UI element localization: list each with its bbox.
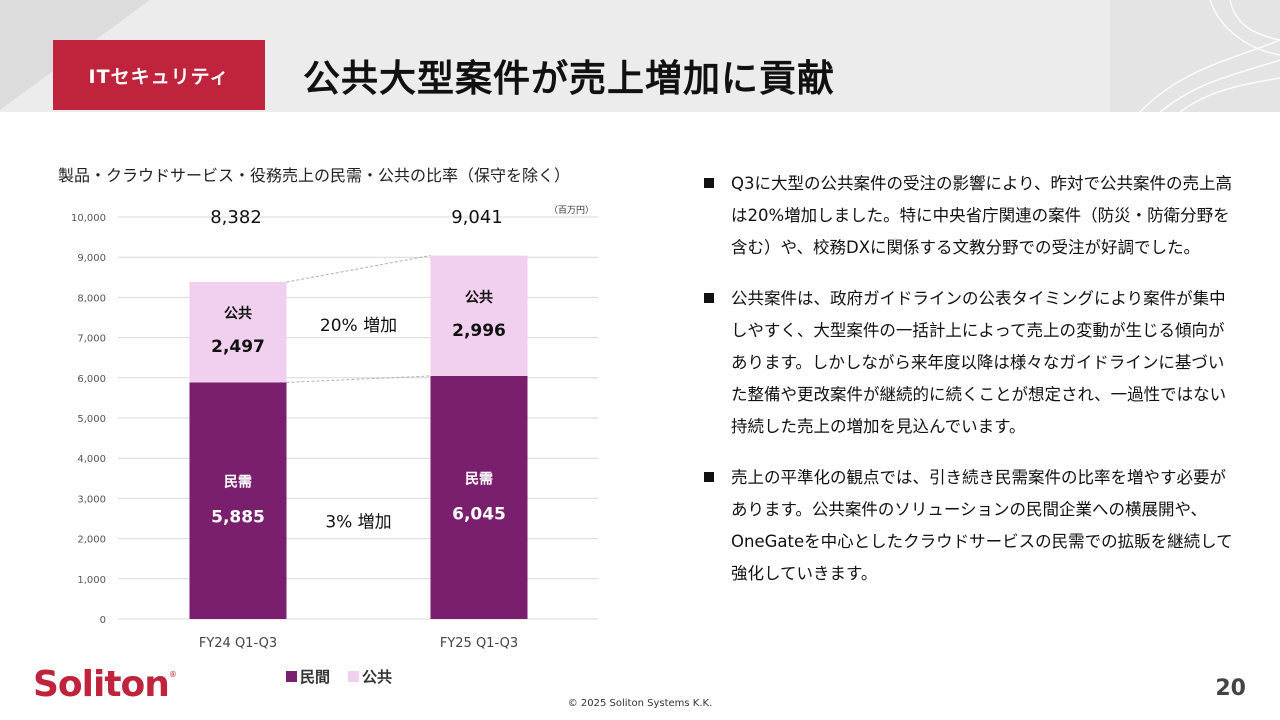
bar-segment-public [189, 282, 287, 383]
copyright: © 2025 Soliton Systems K.K. [567, 698, 713, 709]
bar-segment-private [430, 375, 528, 619]
data-label: 5,885 [211, 508, 265, 528]
segment-label: 民需 [465, 470, 493, 487]
x-tick-label: FY24 Q1-Q3 [199, 636, 277, 651]
legend-swatch [348, 671, 359, 682]
bullet-item: Q3に大型の公共案件の受注の影響により、昨対で公共案件の売上高は20%増加しまし… [700, 168, 1240, 264]
chart-unit: （百万円） [549, 206, 595, 216]
y-tick-label: 7,000 [77, 334, 106, 345]
growth-annotation: 3% 増加 [325, 513, 391, 533]
y-tick-label: 9,000 [77, 253, 106, 264]
y-tick-label: 8,000 [77, 293, 106, 304]
company-logo: Soliton® [33, 664, 177, 705]
registered-mark: ® [168, 670, 177, 679]
legend-label: 公共 [362, 668, 392, 686]
bullet-list: Q3に大型の公共案件の受注の影響により、昨対で公共案件の売上高は20%増加しまし… [700, 168, 1240, 609]
y-tick-label: 5,000 [77, 414, 106, 425]
section-tag: ITセキュリティ [53, 40, 265, 110]
x-tick-label: FY25 Q1-Q3 [440, 636, 518, 651]
y-tick-label: 0 [100, 615, 106, 626]
y-tick-label: 4,000 [77, 454, 106, 465]
logo-text: Soliton [33, 664, 170, 705]
connector-line [286, 375, 431, 383]
y-tick-label: 6,000 [77, 374, 106, 385]
y-tick-label: 2,000 [77, 535, 106, 546]
total-label: 9,041 [451, 207, 503, 228]
bar-segment-public [430, 255, 528, 376]
y-tick-label: 3,000 [77, 494, 106, 505]
legend-label: 民間 [300, 668, 330, 686]
y-tick-label: 1,000 [77, 575, 106, 586]
data-label: 2,497 [211, 337, 265, 357]
segment-label: 民需 [224, 474, 252, 491]
bullet-item: 売上の平準化の観点では、引き続き民需案件の比率を増やす必要があります。公共案件の… [700, 462, 1240, 590]
segment-label: 公共 [465, 289, 493, 306]
page-title: 公共大型案件が売上増加に貢献 [303, 57, 835, 100]
legend-swatch [286, 671, 297, 682]
chart-title: 製品・クラウドサービス・役務売上の民需・公共の比率（保守を除く） [58, 166, 571, 185]
bullet-item: 公共案件は、政府ガイドラインの公表タイミングにより案件が集中しやすく、大型案件の… [700, 283, 1240, 443]
growth-annotation: 20% 増加 [320, 316, 397, 336]
data-label: 2,996 [452, 321, 506, 341]
page-number: 20 [1215, 676, 1246, 701]
segment-label: 公共 [224, 305, 252, 322]
y-tick-label: 10,000 [71, 213, 106, 224]
bar-segment-private [189, 382, 287, 619]
data-label: 6,045 [452, 504, 506, 524]
connector-line [286, 255, 431, 283]
total-label: 8,382 [210, 207, 262, 228]
